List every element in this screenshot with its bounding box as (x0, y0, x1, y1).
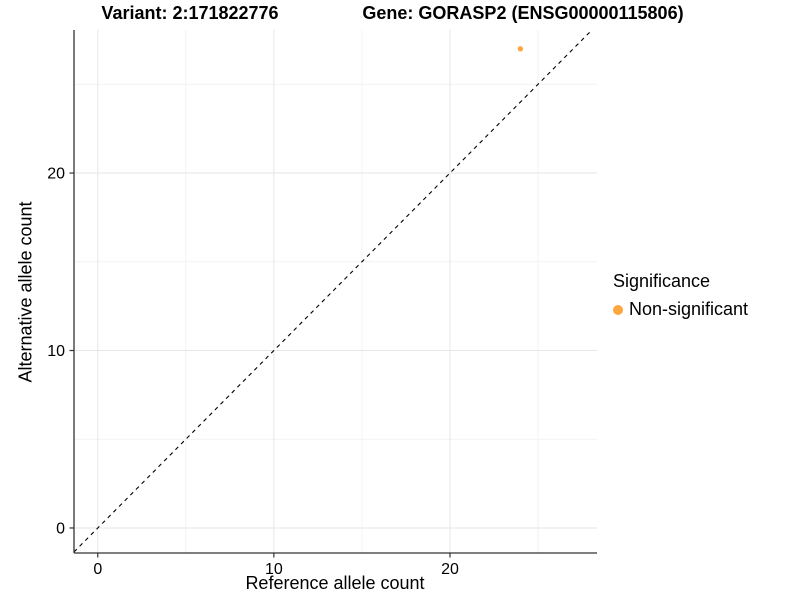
legend-item-label: Non-significant (629, 299, 749, 319)
y-tick-label: 20 (47, 166, 65, 183)
data-point (517, 46, 524, 52)
x-tick-label: 10 (265, 561, 283, 578)
legend-item-non-significant: Non-significant (613, 299, 748, 320)
x-tick-label: 20 (441, 561, 459, 578)
y-tick-label: 10 (47, 343, 65, 360)
legend-point-icon (613, 304, 623, 315)
x-tick-label: 0 (93, 561, 102, 578)
legend-title: Significance (613, 271, 711, 291)
x-axis-title: Reference allele count (245, 573, 425, 593)
legend: Significance Non-significant (613, 271, 748, 320)
gene-title: Gene: GORASP2 (ENSG00000115806) (362, 3, 684, 23)
y-tick-label: 0 (56, 520, 65, 537)
identity-dashed-line (73, 29, 593, 553)
y-axis-title: Alternative allele count (15, 201, 36, 383)
variant-title: Variant: 2:171822776 (101, 3, 279, 23)
